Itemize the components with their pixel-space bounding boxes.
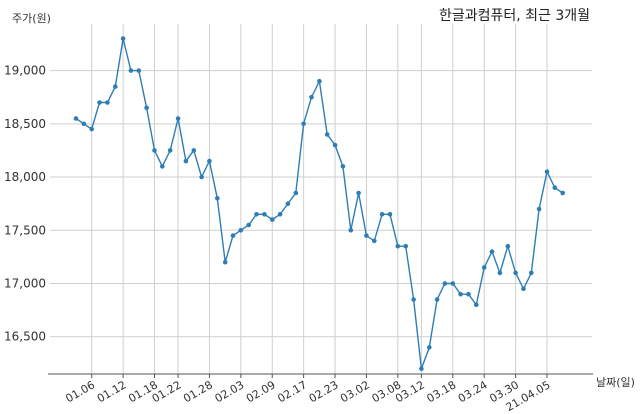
data-point: [113, 84, 118, 89]
data-point: [403, 243, 409, 249]
x-tick-label: 02.09: [244, 378, 278, 405]
x-tick-label: 01.06: [63, 378, 97, 405]
data-point: [270, 217, 275, 222]
x-tick-label: 01.12: [95, 378, 129, 405]
data-point: [536, 206, 542, 212]
data-point: [191, 148, 197, 153]
data-point: [309, 94, 314, 100]
data-point: [560, 190, 565, 196]
data-point: [254, 212, 259, 217]
x-tick-label: 02.23: [307, 378, 341, 405]
data-point: [340, 164, 346, 169]
y-tick-label: 18,500: [4, 117, 46, 131]
y-tick-label: 18,000: [4, 170, 46, 184]
x-tick-label: 03.24: [456, 378, 490, 405]
data-point: [105, 100, 110, 105]
data-point: [81, 121, 87, 127]
data-point: [474, 302, 479, 308]
data-point: [160, 164, 165, 169]
data-point: [230, 233, 236, 238]
data-point: [152, 148, 157, 153]
data-point: [356, 190, 361, 196]
data-point: [529, 270, 534, 276]
data-point: [246, 222, 251, 228]
x-tick-label: 02.17: [275, 378, 309, 405]
data-point: [222, 259, 228, 265]
y-tick-labels: 16,500 17,000 17,500 18,000 18,500 19,000: [4, 64, 46, 344]
data-point: [332, 142, 338, 148]
data-point: [167, 148, 173, 153]
x-axis-label: 날짜(일): [596, 375, 635, 389]
data-point: [317, 78, 322, 84]
data-point: [387, 212, 393, 217]
data-point: [364, 233, 369, 238]
data-point: [450, 281, 456, 286]
data-point: [73, 116, 79, 121]
y-axis-label: 주가(원): [12, 12, 51, 25]
series-line: [75, 38, 564, 369]
data-point: [379, 212, 385, 217]
price-series: [73, 36, 565, 372]
data-point: [544, 169, 550, 174]
data-point: [324, 132, 330, 137]
data-point: [419, 366, 424, 372]
data-point: [120, 36, 126, 41]
data-point: [372, 238, 377, 244]
data-point: [521, 286, 526, 292]
data-point: [285, 201, 291, 206]
data-point: [497, 270, 503, 276]
data-point: [183, 158, 189, 164]
y-tick-label: 16,500: [4, 330, 46, 344]
data-point: [481, 265, 487, 270]
chart-title: 한글과컴퓨터, 최근 3개월: [439, 8, 590, 24]
data-point: [128, 68, 134, 73]
data-point: [442, 281, 448, 286]
x-tick-label: 03.02: [338, 378, 372, 405]
data-point: [89, 126, 94, 132]
data-point: [513, 270, 518, 276]
data-point: [175, 116, 181, 121]
y-tick-label: 17,000: [4, 277, 46, 291]
data-point: [552, 185, 558, 190]
data-point: [411, 297, 416, 302]
data-point: [301, 121, 306, 127]
x-tick-label: 01.28: [181, 378, 215, 405]
data-point: [277, 212, 283, 217]
data-point: [238, 228, 244, 233]
y-tick-label: 17,500: [4, 223, 46, 237]
y-tick-label: 19,000: [4, 64, 46, 78]
data-point: [262, 212, 267, 217]
data-point: [466, 291, 471, 297]
y-gridlines: [50, 70, 592, 338]
x-tick-label: 03.18: [425, 378, 459, 405]
data-point: [427, 345, 432, 350]
data-point: [136, 68, 142, 73]
data-point: [489, 249, 495, 254]
data-point: [348, 228, 354, 233]
x-gridlines: [91, 24, 548, 378]
data-point: [215, 196, 220, 201]
x-tick-label: 02.03: [213, 378, 247, 405]
data-point: [434, 297, 440, 302]
data-point: [207, 158, 212, 164]
data-point: [505, 243, 511, 249]
x-tick-labels: 01.0601.1201.1801.2201.2802.0302.0902.17…: [63, 378, 552, 414]
data-point: [97, 100, 102, 105]
data-point: [199, 174, 204, 180]
data-point: [144, 105, 149, 111]
data-point: [293, 190, 299, 196]
data-point: [458, 291, 463, 297]
data-point: [395, 243, 401, 249]
